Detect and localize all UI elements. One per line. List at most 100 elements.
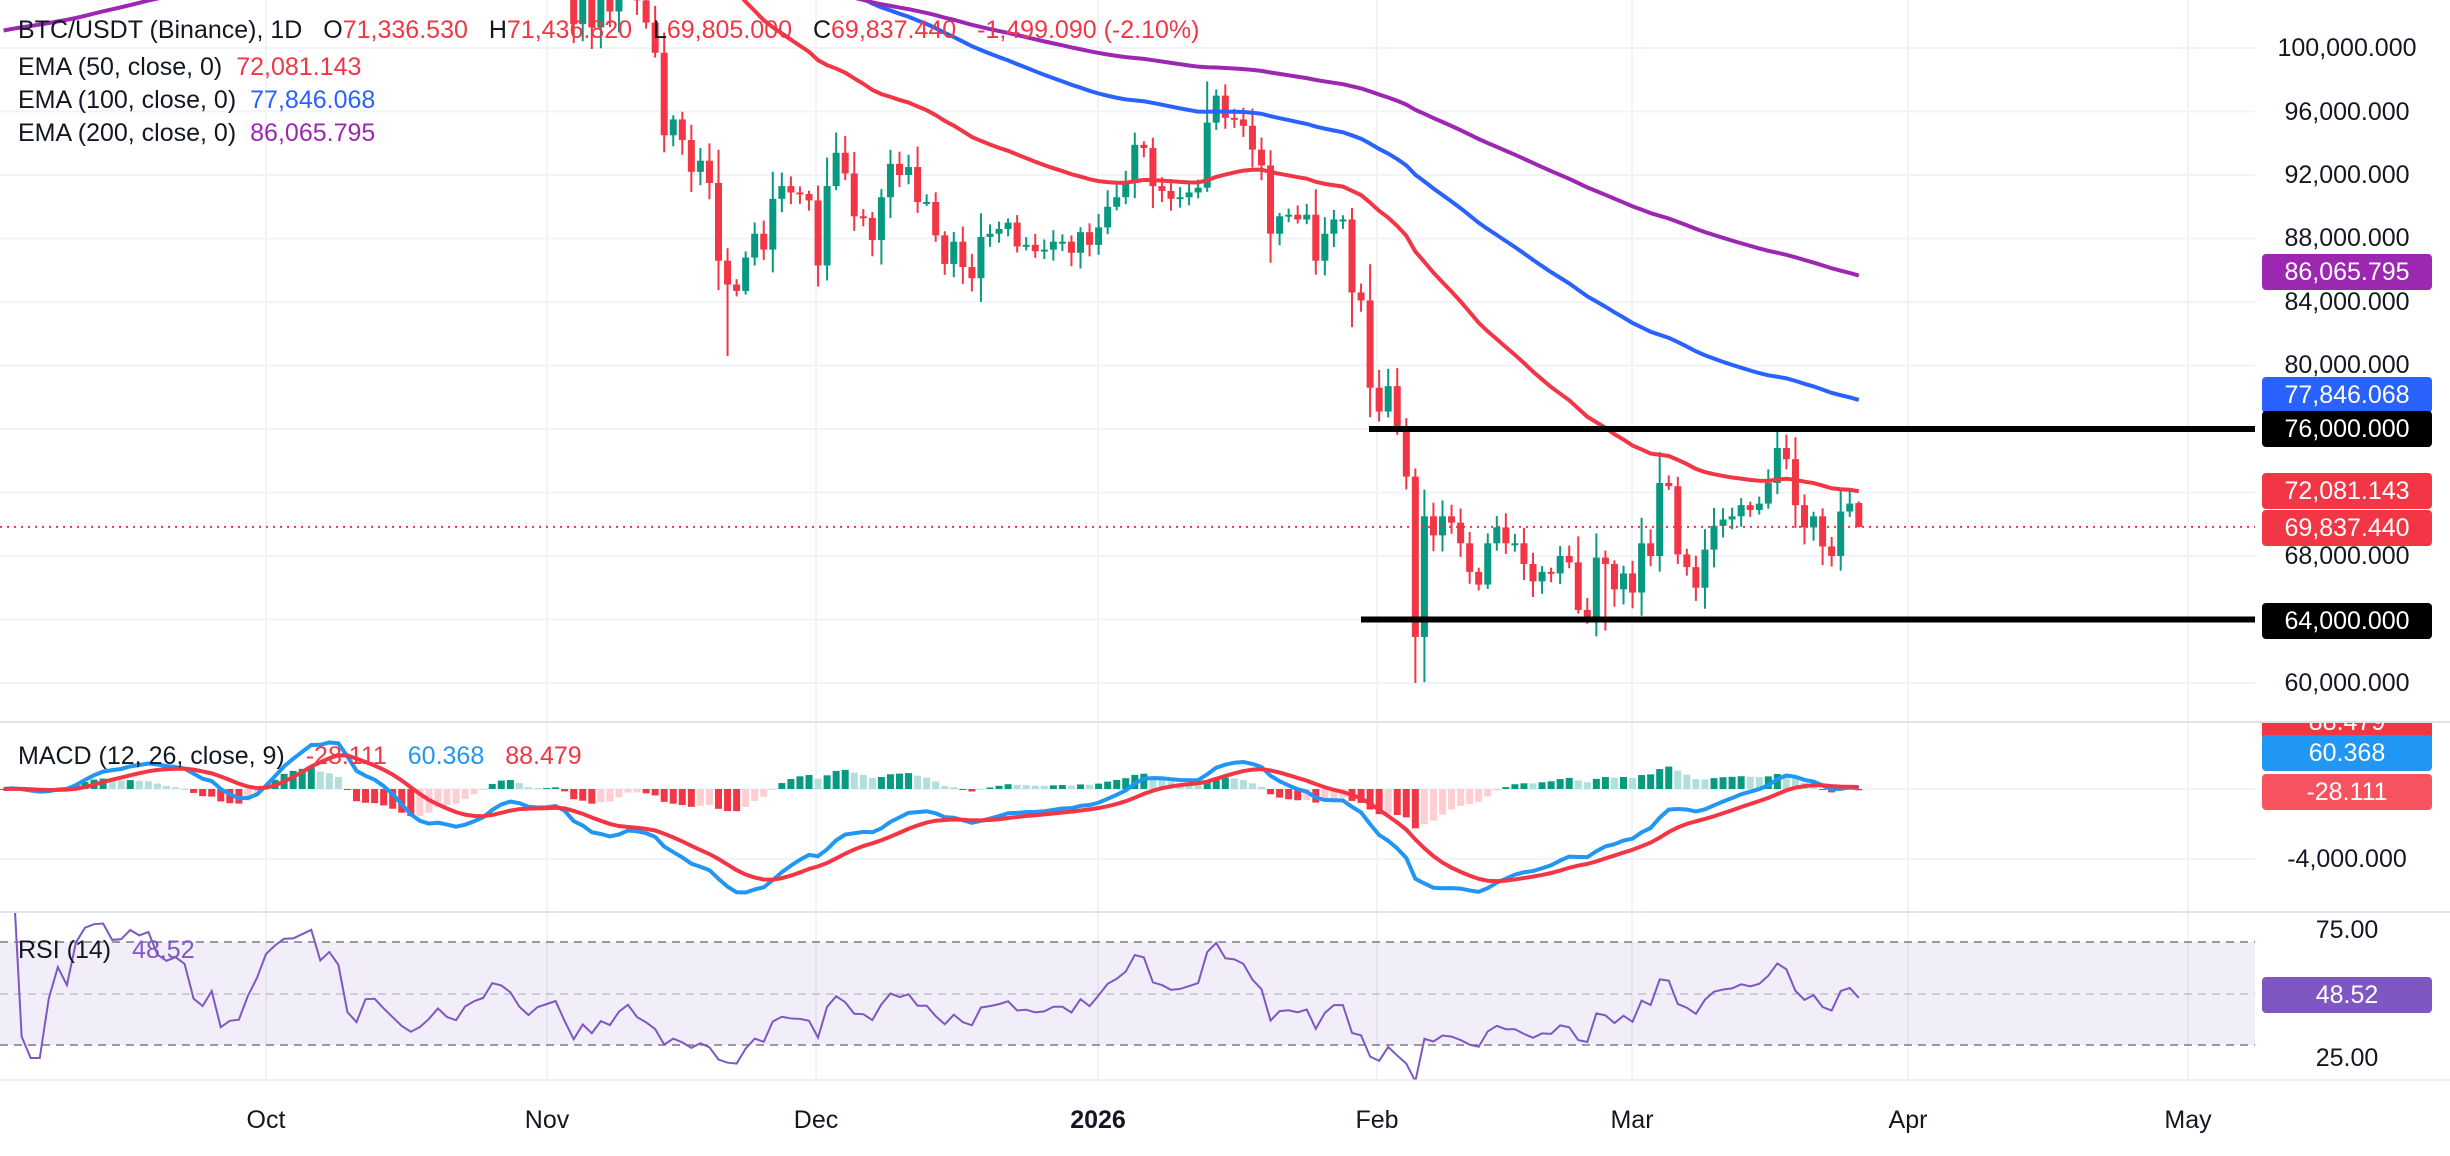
candle-body bbox=[1737, 505, 1745, 517]
macd-histogram-bar bbox=[1267, 789, 1275, 795]
candle-body bbox=[1791, 459, 1799, 506]
macd-histogram-bar bbox=[353, 789, 360, 802]
candle bbox=[1855, 501, 1863, 528]
candle-body bbox=[1104, 206, 1112, 228]
candle bbox=[1665, 475, 1673, 491]
macd-histogram-bar bbox=[1393, 789, 1401, 815]
rsi-legend[interactable]: RSI (14) 48.52 bbox=[18, 938, 195, 963]
ema200-legend[interactable]: EMA (200, close, 0) 86,065.795 bbox=[18, 121, 375, 146]
candle bbox=[1629, 560, 1637, 609]
macd-histogram-bar bbox=[1692, 779, 1700, 789]
macd-histogram-bar bbox=[181, 788, 189, 790]
candle-body bbox=[1846, 503, 1854, 512]
macd-histogram-bar bbox=[380, 789, 388, 806]
resistance-price-tag: 76,000.000 bbox=[2262, 411, 2432, 447]
macd-histogram-bar bbox=[588, 789, 596, 804]
macd-histogram-bar bbox=[1647, 774, 1655, 789]
candle bbox=[914, 146, 922, 213]
macd-histogram-bar bbox=[787, 779, 795, 789]
candle bbox=[1411, 468, 1419, 683]
high-label: H bbox=[488, 16, 507, 44]
macd-legend[interactable]: MACD (12, 26, close, 9) -28.111 60.368 8… bbox=[18, 744, 582, 769]
macd-histogram-bar bbox=[606, 789, 614, 802]
macd-histogram-bar bbox=[371, 789, 379, 804]
candle-body bbox=[932, 201, 940, 236]
ema50-legend[interactable]: EMA (50, close, 0) 72,081.143 bbox=[18, 55, 361, 80]
candle bbox=[959, 226, 967, 284]
support-price-tag: 64,000.000 bbox=[2262, 603, 2432, 639]
macd-histogram-bar bbox=[1420, 789, 1428, 825]
candle bbox=[669, 115, 677, 147]
macd-histogram-bar bbox=[1710, 778, 1718, 789]
candle-body bbox=[914, 167, 922, 202]
macd-histogram-bar bbox=[660, 789, 668, 802]
macd-histogram-bar bbox=[1737, 776, 1745, 789]
macd-histogram-bar bbox=[687, 789, 695, 807]
candle-body bbox=[1638, 543, 1646, 593]
candle-body bbox=[1429, 516, 1437, 536]
rsi-tick: 75.00 bbox=[2315, 916, 2379, 944]
macd-histogram-bar bbox=[144, 781, 152, 789]
candle-body bbox=[1303, 214, 1311, 220]
candle bbox=[1040, 239, 1048, 259]
candle-body bbox=[1556, 556, 1564, 574]
symbol-legend[interactable]: BTC/USDT (Binance), 1D O71,336.530 H71,4… bbox=[18, 18, 1199, 43]
low-value: 69,805.000 bbox=[666, 16, 792, 44]
candle-body bbox=[986, 233, 994, 237]
candle-body bbox=[651, 22, 659, 53]
time-label: 2026 bbox=[1070, 1106, 1126, 1134]
candle bbox=[1728, 507, 1736, 530]
candle-body bbox=[1837, 511, 1845, 556]
candle-body bbox=[1828, 546, 1836, 556]
candle bbox=[1122, 170, 1130, 205]
candle bbox=[606, 0, 614, 28]
candle-body bbox=[1285, 214, 1293, 217]
candle bbox=[1384, 368, 1392, 418]
candle bbox=[1058, 234, 1066, 252]
macd-histogram-bar bbox=[896, 773, 903, 789]
macd-histogram-bar bbox=[1194, 785, 1202, 789]
candle-body bbox=[588, 0, 596, 28]
time-label: Apr bbox=[1888, 1106, 1928, 1134]
macd-histogram-bar bbox=[1493, 789, 1501, 791]
candle bbox=[1511, 533, 1519, 552]
candle-body bbox=[1248, 125, 1256, 150]
macd-histogram-bar bbox=[1656, 769, 1664, 789]
candle-body bbox=[1773, 448, 1781, 483]
candle bbox=[1647, 529, 1655, 567]
candle-body bbox=[1457, 522, 1465, 544]
ema100-price-tag: 77,846.068 bbox=[2262, 377, 2432, 413]
macd-histogram-bar bbox=[1049, 785, 1057, 789]
candle bbox=[760, 220, 768, 260]
candle-body bbox=[1194, 187, 1202, 193]
macd-histogram-bar bbox=[1058, 784, 1066, 789]
candle-body bbox=[1176, 197, 1184, 200]
candle-body bbox=[1520, 543, 1528, 564]
macd-histogram-bar bbox=[398, 789, 406, 813]
candle bbox=[1538, 566, 1546, 594]
rsi-tag: 48.52 bbox=[2262, 977, 2432, 1013]
candle bbox=[1067, 235, 1075, 267]
candle-body bbox=[787, 186, 795, 193]
macd-histogram-bar bbox=[633, 789, 641, 793]
candle-body bbox=[1393, 386, 1401, 429]
candle bbox=[1330, 209, 1338, 248]
candle-body bbox=[1674, 486, 1682, 555]
macd-histogram-bar bbox=[199, 789, 207, 797]
candle bbox=[1095, 213, 1103, 255]
candle-body bbox=[968, 267, 976, 279]
macd-histogram-bar bbox=[1439, 789, 1446, 815]
candle bbox=[1258, 137, 1265, 181]
candle-body bbox=[850, 173, 858, 217]
ema100-legend[interactable]: EMA (100, close, 0) 77,846.068 bbox=[18, 88, 375, 113]
macd-histogram-bar bbox=[751, 789, 759, 801]
macd-histogram-bar bbox=[1674, 770, 1682, 789]
macd-histogram-bar bbox=[190, 789, 198, 793]
last-price-tag: 69,837.440 bbox=[2262, 510, 2432, 546]
candle-body bbox=[1357, 292, 1365, 301]
candle bbox=[1674, 476, 1682, 564]
macd-histogram-bar bbox=[1031, 785, 1039, 789]
candle-body bbox=[1131, 144, 1139, 183]
macd-histogram-bar bbox=[1158, 779, 1166, 789]
